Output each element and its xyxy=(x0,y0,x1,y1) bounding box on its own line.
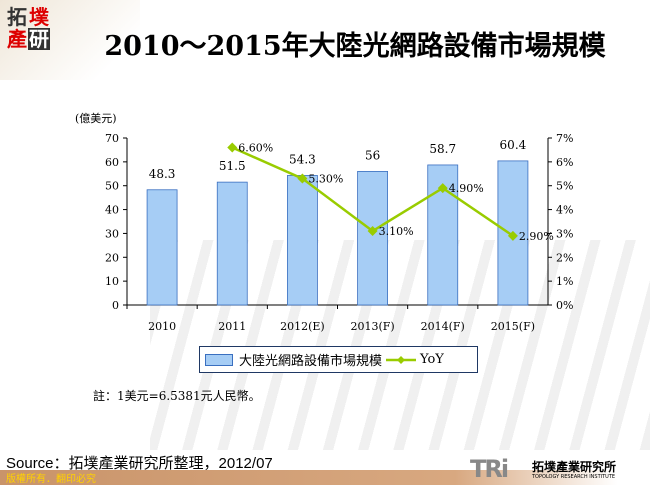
x-tick-label: 2014(F) xyxy=(421,320,465,333)
y2-tick-label: 1% xyxy=(556,275,573,288)
yoy-data-label: 2.90% xyxy=(519,230,554,243)
yoy-data-label: 6.60% xyxy=(238,142,273,155)
y2-tick-label: 7% xyxy=(556,132,573,145)
y2-tick-label: 0% xyxy=(556,299,573,312)
logo: 拓墣產研 xyxy=(7,5,50,51)
legend-bar-swatch xyxy=(205,353,233,366)
y-tick-label: 20 xyxy=(105,251,119,264)
tri-logo: TRi 拓墣產業研究所 TOPOLOGY RESEARCH INSTITUTE xyxy=(470,455,617,483)
bar-data-label: 51.5 xyxy=(219,159,246,173)
y2-tick-label: 4% xyxy=(556,204,573,217)
x-tick-label: 2013(F) xyxy=(350,320,394,333)
bar-data-label: 48.3 xyxy=(149,167,176,181)
y-tick-label: 10 xyxy=(105,275,119,288)
y-tick-label: 70 xyxy=(105,132,119,145)
x-tick-label: 2015(F) xyxy=(491,320,535,333)
yoy-marker xyxy=(437,183,448,194)
bar-data-label: 54.3 xyxy=(289,152,316,166)
y-tick-label: 0 xyxy=(112,299,119,312)
y2-tick-label: 3% xyxy=(556,227,573,240)
x-tick-label: 2010 xyxy=(148,320,176,333)
y-axis-label: (億美元) xyxy=(75,112,117,125)
yoy-marker xyxy=(367,226,378,237)
y-tick-label: 60 xyxy=(105,156,119,169)
footer-bar: 版權所有．翻印必究 xyxy=(0,470,650,485)
page-title: 2010～2015年大陸光網路設備市場規模 xyxy=(104,31,606,62)
y2-tick-label: 6% xyxy=(556,156,573,169)
yoy-marker xyxy=(227,142,238,153)
bar xyxy=(216,181,248,306)
copyright: 版權所有．翻印必究 xyxy=(6,474,96,485)
bar xyxy=(287,175,318,306)
yoy-data-label: 4.90% xyxy=(449,182,484,195)
y-tick-label: 40 xyxy=(105,204,119,217)
bar-data-label: 60.4 xyxy=(500,138,527,152)
yoy-data-label: 3.10% xyxy=(379,225,414,238)
legend: 大陸光網路設備市場規模 YoY xyxy=(199,346,478,373)
y-tick-label: 50 xyxy=(105,180,119,193)
legend-line-label: YoY xyxy=(420,352,444,367)
y2-tick-label: 2% xyxy=(556,251,573,264)
bar-data-label: 56 xyxy=(365,148,380,162)
note: 註：1美元=6.5381元人民幣。 xyxy=(93,389,261,403)
y-tick-label: 30 xyxy=(105,227,119,240)
yoy-marker xyxy=(297,173,308,184)
yoy-marker xyxy=(507,230,518,241)
x-tick-label: 2012(E) xyxy=(280,320,325,333)
x-tick-label: 2011 xyxy=(218,320,246,333)
yoy-data-label: 5.30% xyxy=(308,173,343,186)
map-background xyxy=(0,0,140,80)
y2-tick-label: 5% xyxy=(556,180,573,193)
bar-data-label: 58.7 xyxy=(429,142,456,156)
source: Source：拓墣產業研究所整理，2012/07 xyxy=(6,455,273,472)
bar xyxy=(357,170,388,306)
legend-line-swatch xyxy=(386,355,417,364)
legend-bar-label: 大陸光網路設備市場規模 xyxy=(239,354,383,369)
bar xyxy=(146,189,178,306)
